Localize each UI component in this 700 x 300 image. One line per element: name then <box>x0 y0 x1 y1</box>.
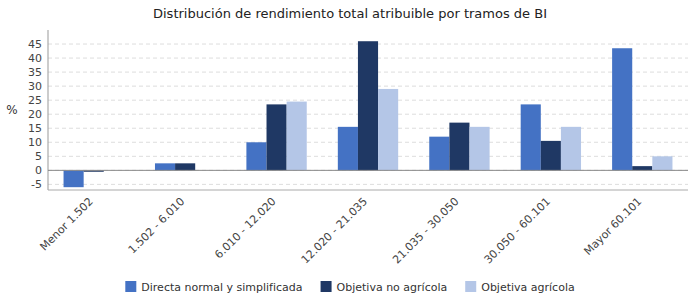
legend-swatch <box>321 281 332 292</box>
bar <box>358 41 378 170</box>
bar <box>449 123 469 171</box>
bar <box>652 156 672 170</box>
bar <box>246 142 266 170</box>
y-axis-label: % <box>6 103 17 117</box>
bars <box>64 41 673 187</box>
y-tick-label: 30 <box>28 80 42 93</box>
x-tick-label: 6.010 - 12.020 <box>212 195 278 261</box>
chart: Distribución de rendimiento total atribu… <box>0 0 700 300</box>
bar <box>541 141 561 170</box>
x-tick-label: 30.050 - 60.101 <box>482 195 553 266</box>
y-tick-label: 10 <box>28 136 42 149</box>
x-tick-label: 21.035 - 30.050 <box>390 195 461 266</box>
legend-item: Directa normal y simplificada <box>125 281 302 294</box>
bar <box>561 127 581 171</box>
legend-swatch <box>465 281 476 292</box>
y-tick-label: 20 <box>28 108 42 121</box>
y-tick-label: 25 <box>28 94 42 107</box>
x-tick-label: 1.502 - 6.010 <box>126 195 187 256</box>
bar <box>429 137 449 171</box>
bar <box>521 104 541 170</box>
bar <box>338 127 358 171</box>
y-tick-label: 45 <box>28 38 42 51</box>
legend-item: Objetiva no agrícola <box>321 281 448 294</box>
bar <box>64 170 84 187</box>
y-axis-line <box>48 30 49 190</box>
bar <box>612 48 632 170</box>
x-axis-line <box>48 190 688 191</box>
bar <box>632 166 652 170</box>
bar <box>378 89 398 170</box>
bar <box>155 163 175 170</box>
legend-swatch <box>125 281 136 292</box>
y-tick-label: 5 <box>35 150 42 163</box>
bar <box>287 102 307 171</box>
legend-label: Directa normal y simplificada <box>141 281 302 294</box>
title: Distribución de rendimiento total atribu… <box>153 6 547 21</box>
y-tick-label: 35 <box>28 66 42 79</box>
y-tick-label: -5 <box>31 178 42 191</box>
x-tick-label: Mayor 60.101 <box>581 195 644 258</box>
legend-item: Objetiva agrícola <box>465 281 574 294</box>
grid-line <box>48 184 688 185</box>
legend: Directa normal y simplificada Objetiva no… <box>125 281 574 294</box>
y-tick-label: 15 <box>28 122 42 135</box>
bar <box>469 127 489 171</box>
zero-line <box>48 170 688 171</box>
legend-label: Objetiva agrícola <box>481 281 574 294</box>
x-tick-label: Menor 1.502 <box>38 195 96 253</box>
x-tick-label: 12.020 - 21.035 <box>299 195 370 266</box>
bar <box>267 104 287 170</box>
y-tick-label: 0 <box>35 164 42 177</box>
legend-label: Objetiva no agrícola <box>337 281 448 294</box>
y-tick-label: 40 <box>28 52 42 65</box>
grid-line <box>48 170 688 171</box>
bar <box>175 163 195 170</box>
